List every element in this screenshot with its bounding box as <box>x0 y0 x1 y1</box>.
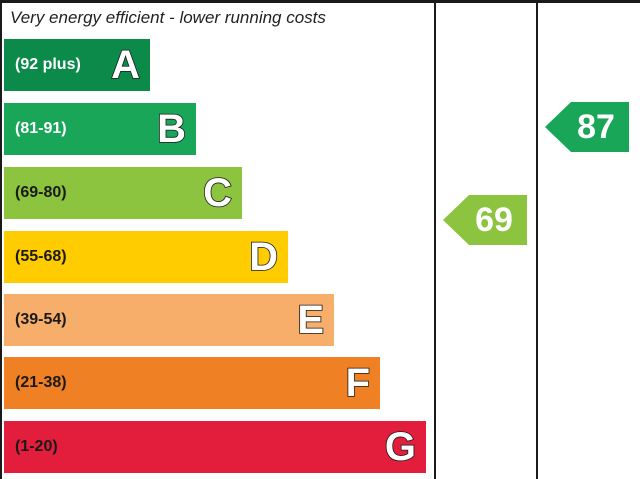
current-rating-arrow: 69 <box>443 195 527 245</box>
band-e: (39-54) E <box>4 294 334 346</box>
band-d-range: (55-68) <box>15 248 67 265</box>
band-f: (21-38) F <box>4 357 380 409</box>
band-d-letter: D <box>248 235 278 279</box>
current-column-divider <box>434 0 436 479</box>
current-rating-value: 69 <box>475 201 513 239</box>
band-a: (92 plus) A <box>4 39 150 91</box>
band-c: (69-80) C <box>4 167 242 219</box>
band-a-letter: A <box>110 43 140 87</box>
chart-top-border <box>0 0 640 3</box>
potential-column-divider <box>536 0 538 479</box>
chart-left-border <box>0 0 2 479</box>
band-b-letter: B <box>156 107 186 151</box>
band-g-letter: G <box>384 425 417 469</box>
potential-rating-value: 87 <box>577 108 615 146</box>
band-d: (55-68) D <box>4 231 288 283</box>
band-f-range: (21-38) <box>15 374 67 391</box>
band-g-range: (1-20) <box>15 438 58 455</box>
band-f-letter: F <box>345 361 371 405</box>
band-c-range: (69-80) <box>15 184 67 201</box>
potential-rating-arrow: 87 <box>545 102 629 152</box>
band-g: (1-20) G <box>4 421 426 473</box>
band-b: (81-91) B <box>4 103 196 155</box>
band-b-range: (81-91) <box>15 120 67 137</box>
band-e-letter: E <box>297 298 325 342</box>
efficiency-header: Very energy efficient - lower running co… <box>10 8 326 27</box>
band-c-letter: C <box>202 171 232 215</box>
band-e-range: (39-54) <box>15 311 67 328</box>
band-a-range: (92 plus) <box>15 56 81 73</box>
